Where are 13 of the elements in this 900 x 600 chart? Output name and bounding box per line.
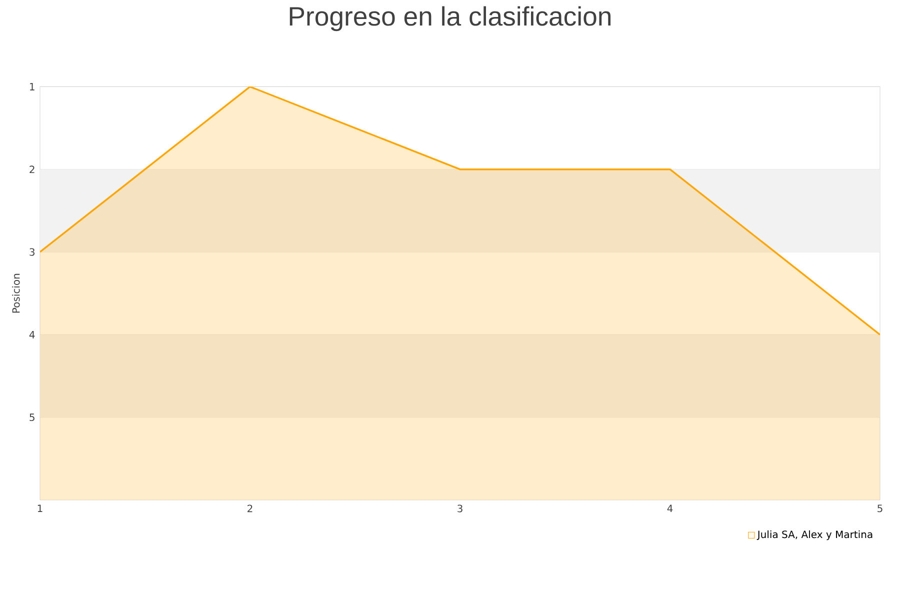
x-tick-label: 3 <box>458 504 462 512</box>
y-tick-label: 4 <box>29 331 35 338</box>
chart-title: Progreso en la clasificacion <box>290 6 610 32</box>
x-tick-label: 5 <box>878 504 882 512</box>
legend-label: Julia SA, Alex y Martina <box>756 530 872 540</box>
y-tick-label: 2 <box>30 166 34 174</box>
y-tick-label: 1 <box>30 83 34 90</box>
x-tick-label: 1 <box>38 504 42 512</box>
x-tick-label: 4 <box>667 504 673 512</box>
y-tick-label: 5 <box>30 414 34 422</box>
y-tick-label: 3 <box>30 248 34 256</box>
x-tick-label: 2 <box>248 504 252 512</box>
y-axis-title: Posicion <box>12 274 20 313</box>
